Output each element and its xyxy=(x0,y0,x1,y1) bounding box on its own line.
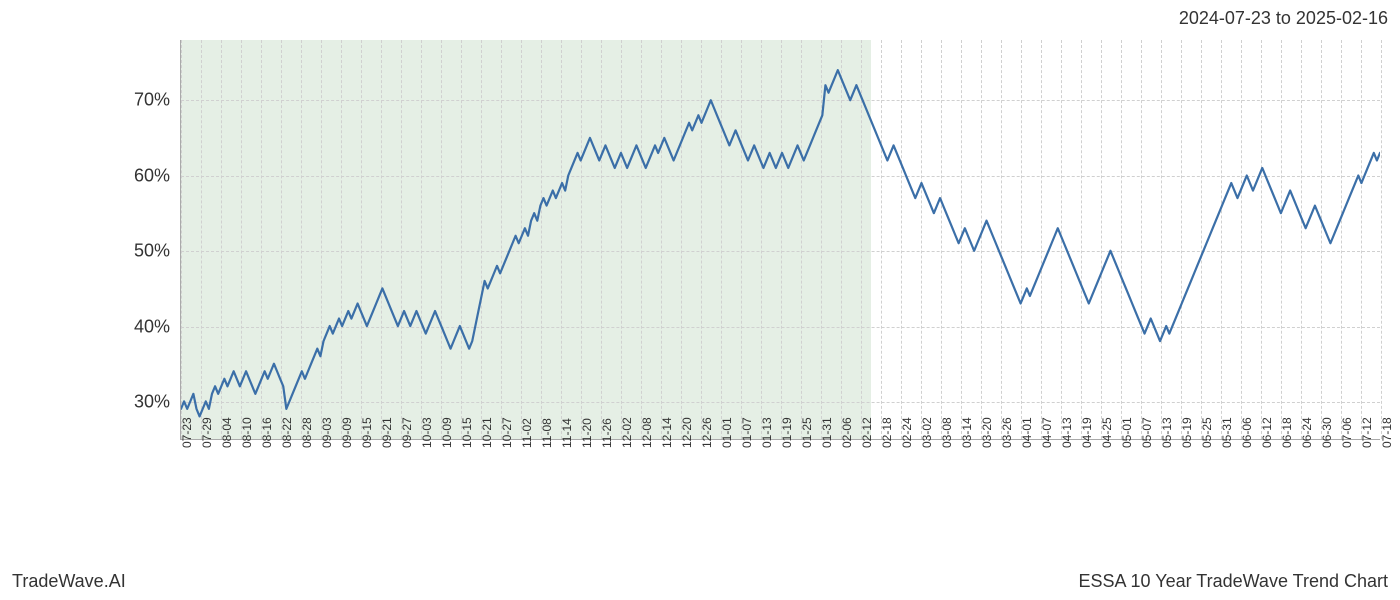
x-tick-label: 11-26 xyxy=(600,418,614,448)
chart-title-label: ESSA 10 Year TradeWave Trend Chart xyxy=(1078,571,1388,592)
x-tick-label: 09-21 xyxy=(380,417,394,448)
x-tick-label: 12-20 xyxy=(680,417,694,448)
x-tick-label: 04-13 xyxy=(1060,417,1074,448)
x-tick-label: 08-10 xyxy=(240,417,254,448)
x-tick-label: 04-07 xyxy=(1040,417,1054,448)
x-tick-label: 09-03 xyxy=(320,417,334,448)
x-tick-label: 03-14 xyxy=(960,417,974,448)
date-range-label: 2024-07-23 to 2025-02-16 xyxy=(1179,8,1388,29)
x-tick-label: 04-25 xyxy=(1100,417,1114,448)
x-tick-label: 06-18 xyxy=(1280,417,1294,448)
chart-container: 30%40%50%60%70% 07-2307-2908-0408-1008-1… xyxy=(100,40,1380,500)
x-tick-label: 06-06 xyxy=(1240,417,1254,448)
y-tick-label: 60% xyxy=(134,165,170,186)
x-tick-label: 08-28 xyxy=(300,417,314,448)
x-tick-label: 02-18 xyxy=(880,417,894,448)
x-tick-label: 10-09 xyxy=(440,417,454,448)
x-tick-label: 03-08 xyxy=(940,417,954,448)
y-tick-label: 70% xyxy=(134,90,170,111)
x-tick-label: 09-27 xyxy=(400,417,414,448)
x-tick-label: 12-08 xyxy=(640,417,654,448)
grid-line-vertical xyxy=(1381,40,1382,439)
x-tick-label: 01-07 xyxy=(740,417,754,448)
x-tick-label: 03-26 xyxy=(1000,417,1014,448)
x-tick-label: 11-02 xyxy=(520,418,534,448)
x-tick-label: 10-03 xyxy=(420,417,434,448)
x-tick-label: 07-12 xyxy=(1360,417,1374,448)
x-tick-label: 04-19 xyxy=(1080,417,1094,448)
y-tick-label: 50% xyxy=(134,241,170,262)
y-tick-label: 30% xyxy=(134,392,170,413)
y-axis: 30% 40% 50% 60% 70% xyxy=(100,40,180,440)
x-tick-label: 12-02 xyxy=(620,417,634,448)
x-tick-label: 08-22 xyxy=(280,417,294,448)
x-tick-label: 07-18 xyxy=(1380,417,1394,448)
x-tick-label: 06-30 xyxy=(1320,417,1334,448)
x-tick-label: 07-06 xyxy=(1340,417,1354,448)
x-tick-label: 05-19 xyxy=(1180,417,1194,448)
x-tick-label: 05-25 xyxy=(1200,417,1214,448)
x-tick-label: 07-29 xyxy=(200,417,214,448)
x-tick-label: 08-16 xyxy=(260,417,274,448)
x-tick-label: 05-13 xyxy=(1160,417,1174,448)
x-tick-label: 12-14 xyxy=(660,417,674,448)
x-tick-label: 11-20 xyxy=(580,418,594,448)
x-tick-label: 03-20 xyxy=(980,417,994,448)
x-tick-label: 02-06 xyxy=(840,417,854,448)
plot-area xyxy=(180,40,1380,440)
x-tick-label: 09-15 xyxy=(360,417,374,448)
x-tick-label: 10-27 xyxy=(500,417,514,448)
brand-label: TradeWave.AI xyxy=(12,571,126,592)
x-axis: 07-2307-2908-0408-1008-1608-2208-2809-03… xyxy=(180,440,1380,500)
x-tick-label: 04-01 xyxy=(1020,417,1034,448)
y-tick-label: 40% xyxy=(134,316,170,337)
x-tick-label: 10-15 xyxy=(460,417,474,448)
x-tick-label: 08-04 xyxy=(220,417,234,448)
x-tick-label: 01-13 xyxy=(760,417,774,448)
x-tick-label: 09-09 xyxy=(340,417,354,448)
x-tick-label: 06-12 xyxy=(1260,417,1274,448)
x-tick-label: 06-24 xyxy=(1300,417,1314,448)
x-tick-label: 11-14 xyxy=(560,418,574,448)
line-chart-svg xyxy=(181,40,1380,439)
x-tick-label: 05-31 xyxy=(1220,417,1234,448)
x-tick-label: 01-31 xyxy=(820,417,834,448)
x-tick-label: 03-02 xyxy=(920,417,934,448)
x-tick-label: 01-19 xyxy=(780,417,794,448)
trend-line xyxy=(181,70,1380,416)
x-tick-label: 11-08 xyxy=(540,418,554,448)
x-tick-label: 01-25 xyxy=(800,417,814,448)
x-tick-label: 07-23 xyxy=(180,417,194,448)
x-tick-label: 02-24 xyxy=(900,417,914,448)
x-tick-label: 05-07 xyxy=(1140,417,1154,448)
x-tick-label: 12-26 xyxy=(700,417,714,448)
x-tick-label: 10-21 xyxy=(480,417,494,448)
x-tick-label: 05-01 xyxy=(1120,417,1134,448)
x-tick-label: 01-01 xyxy=(720,417,734,448)
x-tick-label: 02-12 xyxy=(860,417,874,448)
